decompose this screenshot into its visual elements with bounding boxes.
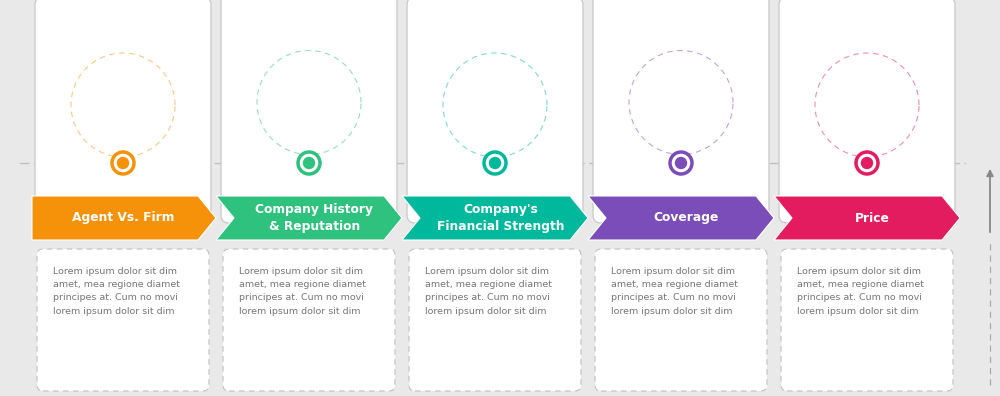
Circle shape xyxy=(670,152,692,174)
Polygon shape xyxy=(216,196,402,240)
Text: Price: Price xyxy=(855,211,890,225)
Text: Company History
& Reputation: Company History & Reputation xyxy=(255,203,373,233)
Text: Lorem ipsum dolor sit dim
amet, mea regione diamet
principes at. Cum no movi
lor: Lorem ipsum dolor sit dim amet, mea regi… xyxy=(425,267,552,316)
Circle shape xyxy=(856,152,878,174)
FancyBboxPatch shape xyxy=(781,249,953,391)
Polygon shape xyxy=(32,196,216,240)
Circle shape xyxy=(112,152,134,174)
Text: Lorem ipsum dolor sit dim
amet, mea regione diamet
principes at. Cum no movi
lor: Lorem ipsum dolor sit dim amet, mea regi… xyxy=(797,267,924,316)
FancyBboxPatch shape xyxy=(409,249,581,391)
Polygon shape xyxy=(588,196,774,240)
FancyBboxPatch shape xyxy=(35,0,211,223)
Text: Agent Vs. Firm: Agent Vs. Firm xyxy=(72,211,174,225)
FancyBboxPatch shape xyxy=(37,249,209,391)
FancyBboxPatch shape xyxy=(779,0,955,223)
FancyBboxPatch shape xyxy=(407,0,583,223)
Text: Lorem ipsum dolor sit dim
amet, mea regione diamet
principes at. Cum no movi
lor: Lorem ipsum dolor sit dim amet, mea regi… xyxy=(239,267,366,316)
FancyBboxPatch shape xyxy=(221,0,397,223)
FancyBboxPatch shape xyxy=(595,249,767,391)
Polygon shape xyxy=(774,196,960,240)
Text: Coverage: Coverage xyxy=(654,211,719,225)
Circle shape xyxy=(118,158,128,169)
FancyBboxPatch shape xyxy=(223,249,395,391)
FancyBboxPatch shape xyxy=(593,0,769,223)
Circle shape xyxy=(298,152,320,174)
Circle shape xyxy=(484,152,506,174)
Circle shape xyxy=(304,158,314,169)
Polygon shape xyxy=(402,196,588,240)
Circle shape xyxy=(862,158,872,169)
Circle shape xyxy=(676,158,686,169)
Text: Lorem ipsum dolor sit dim
amet, mea regione diamet
principes at. Cum no movi
lor: Lorem ipsum dolor sit dim amet, mea regi… xyxy=(611,267,738,316)
Text: Company's
Financial Strength: Company's Financial Strength xyxy=(437,203,564,233)
Text: Lorem ipsum dolor sit dim
amet, mea regione diamet
principes at. Cum no movi
lor: Lorem ipsum dolor sit dim amet, mea regi… xyxy=(53,267,180,316)
Circle shape xyxy=(490,158,501,169)
